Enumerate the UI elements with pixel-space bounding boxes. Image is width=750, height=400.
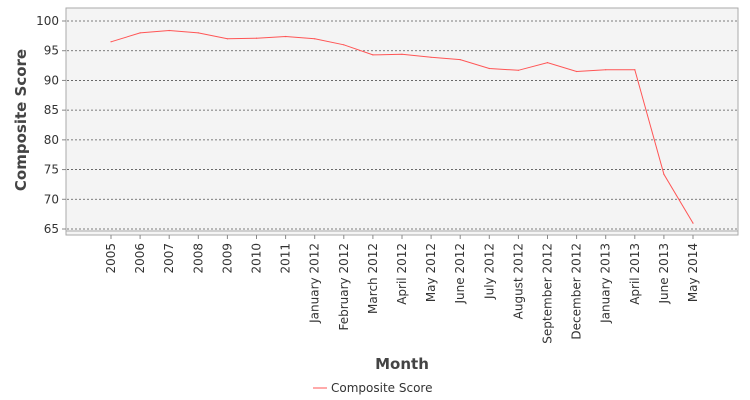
legend: Composite Score: [313, 381, 432, 395]
x-tick-label: June 2012: [453, 243, 467, 305]
data-point: [663, 173, 665, 175]
y-tick-label: 90: [44, 73, 59, 87]
x-tick-label: 2007: [162, 243, 176, 274]
x-tick-label: June 2013: [657, 243, 671, 305]
x-tick-label: 2006: [133, 243, 147, 274]
data-point: [576, 70, 578, 73]
data-point: [605, 69, 607, 71]
x-tick-label: December 2012: [570, 243, 584, 340]
data-point: [546, 62, 549, 64]
x-tick-label: 2005: [104, 243, 118, 274]
x-axis-title: Month: [375, 355, 429, 373]
x-tick-label: May 2012: [424, 243, 438, 302]
y-axis-title: Composite Score: [12, 49, 30, 191]
x-tick-label: January 2012: [308, 243, 322, 324]
data-point: [255, 37, 258, 39]
x-tick-label: April 2012: [395, 243, 409, 305]
data-point: [314, 38, 316, 40]
x-tick-label: January 2013: [599, 243, 613, 324]
data-point: [372, 54, 374, 56]
legend-label: Composite Score: [331, 381, 432, 395]
x-tick-label: 2009: [220, 243, 234, 274]
y-tick-label: 100: [36, 14, 59, 28]
data-point: [168, 29, 170, 32]
data-point: [692, 222, 694, 224]
x-tick-label: September 2012: [541, 243, 555, 344]
data-point: [401, 53, 403, 55]
x-axis-ticks: 2005 2006 2007 2008 2009 2010 2011 January 2012…: [104, 235, 700, 344]
data-point: [226, 38, 228, 40]
data-point: [459, 59, 461, 61]
x-tick-label: July 2012: [482, 243, 496, 300]
data-point: [197, 32, 199, 34]
y-axis-ticks: 65 70 75 80 85 90 95 100: [36, 14, 66, 236]
y-tick-label: 75: [44, 163, 59, 177]
plot-area: [65, 7, 739, 236]
x-tick-label: 2011: [279, 243, 293, 274]
data-point: [139, 32, 141, 34]
x-tick-label: March 2012: [366, 243, 380, 314]
series-layer: [110, 29, 694, 224]
x-tick-label: May 2014: [686, 243, 700, 302]
y-tick-label: 85: [44, 103, 59, 117]
x-tick-label: 2008: [191, 243, 205, 274]
y-tick-label: 65: [44, 222, 59, 236]
x-tick-label: April 2013: [628, 243, 642, 305]
data-point: [430, 56, 432, 58]
x-tick-label: February 2012: [337, 243, 351, 331]
data-point: [517, 69, 520, 71]
data-point: [110, 41, 112, 43]
x-tick-label: 2010: [250, 243, 264, 274]
data-point: [488, 67, 490, 70]
y-tick-label: 95: [44, 44, 59, 58]
data-point: [343, 44, 345, 46]
data-point: [285, 35, 287, 38]
y-tick-label: 70: [44, 192, 59, 206]
x-tick-label: August 2012: [511, 243, 525, 319]
data-point: [634, 69, 636, 71]
y-tick-label: 80: [44, 133, 59, 147]
